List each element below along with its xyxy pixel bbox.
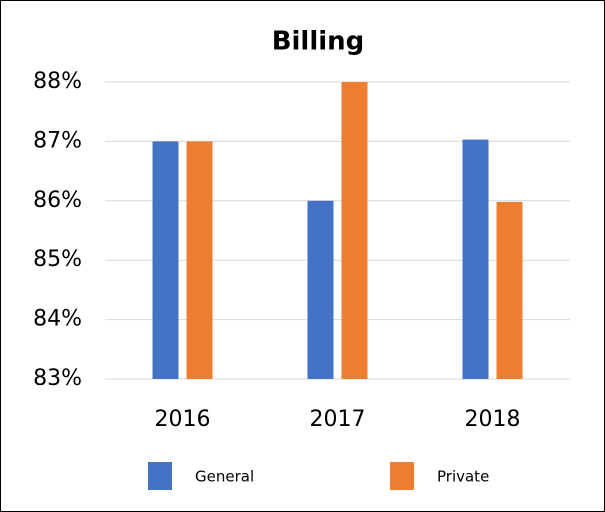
- bar: [307, 200, 334, 379]
- bar: [341, 82, 368, 379]
- x-tick-label: 2016: [155, 407, 211, 432]
- bar: [496, 201, 523, 379]
- chart-title: Billing: [272, 27, 365, 57]
- legend-swatch: [390, 462, 414, 490]
- y-tick-label: 85%: [33, 247, 82, 272]
- x-tick-label: 2018: [465, 407, 521, 432]
- bar: [462, 139, 489, 379]
- bar: [186, 141, 213, 379]
- y-tick-label: 86%: [33, 188, 82, 213]
- legend-label: Private: [437, 468, 489, 486]
- x-tick-label: 2017: [310, 407, 366, 432]
- y-tick-label: 87%: [33, 128, 82, 153]
- y-tick-label: 83%: [33, 366, 82, 391]
- y-tick-label: 88%: [33, 69, 82, 94]
- bar: [152, 141, 179, 379]
- legend-label: General: [195, 468, 254, 486]
- legend-swatch: [148, 462, 172, 490]
- y-tick-label: 84%: [33, 307, 82, 332]
